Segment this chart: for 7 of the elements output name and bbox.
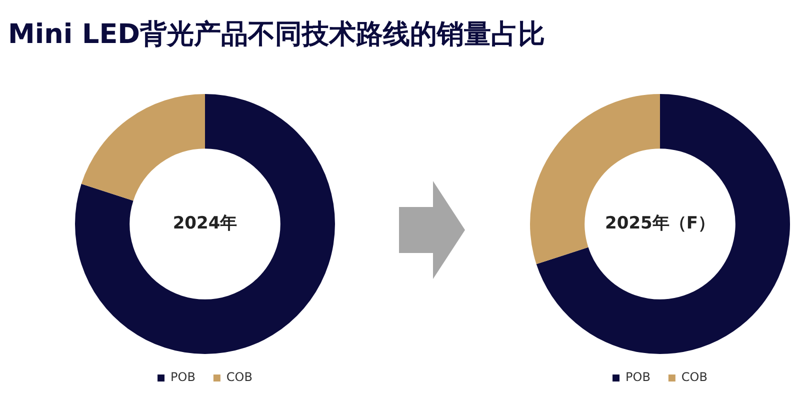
text: 2025年（F）	[605, 213, 715, 234]
legend-label: COB	[681, 370, 708, 384]
legend-label: COB	[226, 370, 252, 384]
text: Mini LED背光产品不同技术路线的销量占比	[8, 18, 546, 52]
text: 2024年	[172, 213, 238, 234]
legend-label: POB	[170, 370, 196, 384]
legend-label: POB	[626, 370, 650, 384]
